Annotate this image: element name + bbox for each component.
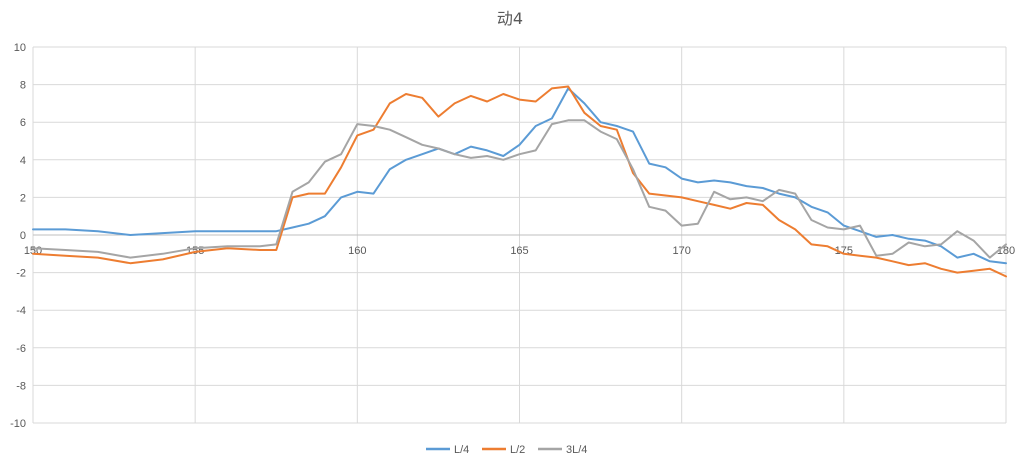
y-tick-label: -8 (16, 380, 26, 392)
y-tick-label: 6 (20, 117, 26, 129)
chart-title: 动4 (497, 9, 523, 28)
y-tick-label: 10 (14, 42, 26, 54)
x-tick-label: 180 (997, 245, 1015, 257)
y-tick-label: -2 (16, 268, 26, 280)
x-tick-label: 165 (510, 245, 528, 257)
legend: L/4 L/2 3L/4 (426, 444, 587, 456)
y-tick-label: -10 (10, 418, 26, 430)
legend-label: L/4 (454, 444, 469, 456)
y-tick-label: 0 (20, 230, 26, 242)
legend-label: L/2 (510, 444, 525, 456)
y-tick-label: -4 (16, 305, 26, 317)
series-line-2 (32, 85, 1007, 278)
series-line-3 (32, 119, 1007, 259)
series-lines (32, 85, 1007, 278)
x-tick-label: 170 (672, 245, 690, 257)
y-tick-label: 2 (20, 192, 26, 204)
y-tick-label: -6 (16, 343, 26, 355)
y-tick-label: 8 (20, 80, 26, 92)
y-tick-label: 4 (20, 155, 26, 167)
x-tick-label: 160 (348, 245, 366, 257)
legend-label: 3L/4 (566, 444, 587, 456)
x-tick-label: 150 (24, 245, 42, 257)
